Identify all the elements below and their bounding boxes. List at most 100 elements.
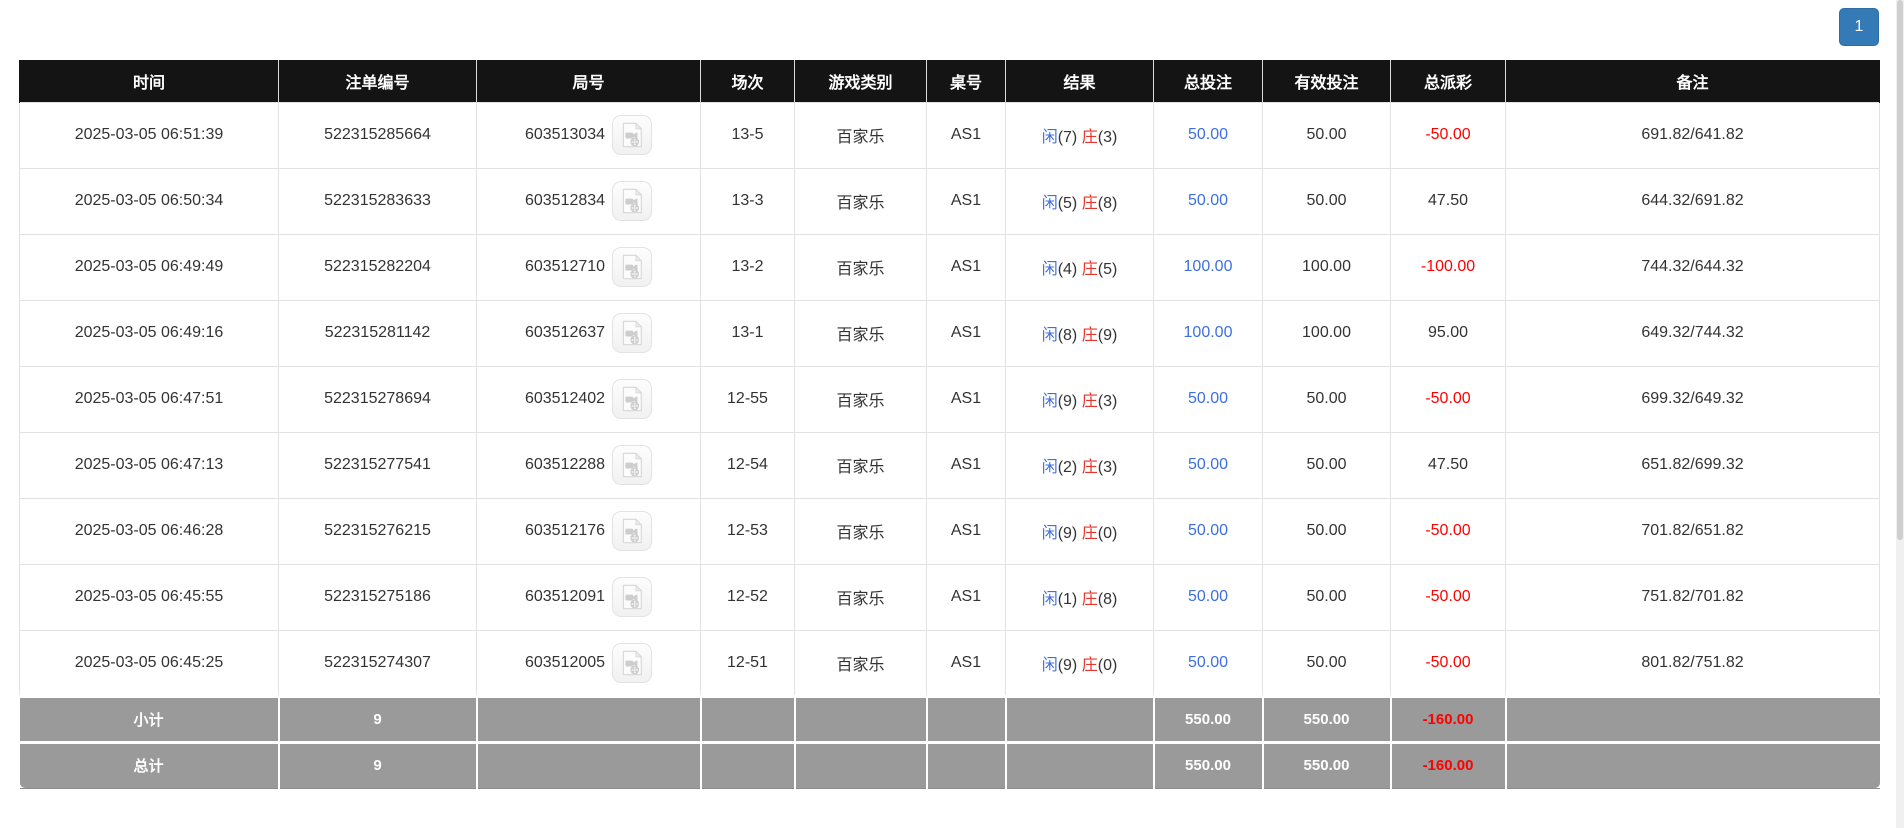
total-total-bet: 550.00 [1152,740,1263,789]
video-replay-button[interactable] [612,642,653,683]
result-cell: 闲(4) 庄(5) [1005,233,1154,301]
time-cell: 2025-03-05 06:45:25 [19,629,279,697]
game-type-cell: 百家乐 [794,233,927,301]
total-label: 总计 [19,740,279,789]
total-bet-cell: 50.00 [1153,365,1263,433]
game-type-cell: 百家乐 [794,167,927,235]
col-header-time: 时间 [19,60,279,102]
video-file-icon [622,452,643,478]
table-row: 2025-03-05 06:49:49 522315282204 6035127… [19,233,1880,301]
header-row: 时间 注单编号 局号 场次 游戏类别 桌号 结果 总投注 有效投注 总派彩 备注 [19,60,1880,102]
total-bet-link[interactable]: 50.00 [1187,588,1229,605]
col-header-round-no: 局号 [476,60,701,102]
table-no-cell: AS1 [926,299,1006,367]
bet-id-cell: 522315283633 [278,167,477,235]
vertical-scrollbar[interactable] [1896,0,1904,828]
table-row: 2025-03-05 06:47:51 522315278694 6035124… [19,365,1880,433]
valid-bet-cell: 50.00 [1262,167,1391,235]
table-no-cell: AS1 [926,167,1006,235]
total-bet-link[interactable]: 50.00 [1187,126,1229,143]
total-payout: -160.00 [1389,740,1506,789]
total-bet-link[interactable]: 50.00 [1187,522,1229,539]
table-no-cell: AS1 [926,101,1006,169]
col-header-table-no: 桌号 [926,60,1006,102]
bet-id-cell: 522315277541 [278,431,477,499]
session-cell: 12-54 [700,431,795,499]
total-bet-cell: 100.00 [1153,233,1263,301]
round-number: 603512637 [524,324,606,341]
banker-result-label: 庄 [1081,261,1098,278]
video-replay-button[interactable] [612,511,653,551]
player-result-score: (4) [1057,261,1078,278]
banker-result-score: (0) [1097,525,1118,542]
video-replay-button[interactable] [612,181,653,221]
remark-cell: 701.82/651.82 [1505,497,1880,565]
subtotal-total-bet: 550.00 [1152,694,1263,742]
total-bet-cell: 50.00 [1153,431,1263,499]
bet-records-table-wrap: 时间 注单编号 局号 场次 游戏类别 桌号 结果 总投注 有效投注 总派彩 备注… [19,60,1880,789]
video-file-icon [622,320,643,346]
game-type-cell: 百家乐 [794,365,927,433]
round-number: 603512834 [524,192,606,209]
total-bet-link[interactable]: 100.00 [1183,324,1233,341]
valid-bet-cell: 50.00 [1262,101,1391,169]
video-file-icon [622,254,643,280]
col-header-game-type: 游戏类别 [794,60,927,102]
video-replay-button[interactable] [612,379,653,419]
remark-cell: 751.82/701.82 [1505,563,1880,631]
player-result-label: 闲 [1041,195,1058,212]
session-cell: 12-53 [700,497,795,565]
table-row: 2025-03-05 06:50:34 522315283633 6035128… [19,167,1880,235]
total-valid-bet: 550.00 [1261,740,1391,789]
banker-result-score: (3) [1097,129,1118,146]
round-cell: 603513034 [476,101,701,169]
total-bet-cell: 50.00 [1153,629,1263,697]
player-result-label: 闲 [1041,129,1058,146]
session-cell: 12-52 [700,563,795,631]
remark-cell: 691.82/641.82 [1505,101,1880,169]
result-cell: 闲(9) 庄(0) [1005,497,1154,565]
total-bet-cell: 50.00 [1153,167,1263,235]
game-type-cell: 百家乐 [794,299,927,367]
total-bet-cell: 50.00 [1153,497,1263,565]
video-replay-button[interactable] [612,247,653,287]
result-cell: 闲(9) 庄(3) [1005,365,1154,433]
remark-cell: 644.32/691.82 [1505,167,1880,235]
col-header-session: 场次 [700,60,795,102]
bet-id-cell: 522315285664 [278,101,477,169]
pagination-page-1-button[interactable]: 1 [1839,8,1879,46]
table-no-cell: AS1 [926,497,1006,565]
banker-result-label: 庄 [1081,459,1098,476]
valid-bet-cell: 50.00 [1262,563,1391,631]
video-file-icon [622,649,643,675]
time-cell: 2025-03-05 06:50:34 [19,167,279,235]
video-replay-button[interactable] [612,577,653,617]
scrollbar-thumb[interactable] [1897,0,1903,540]
subtotal-row: 小计 9 550.00 550.00 -160.00 [19,694,1880,742]
round-cell: 603512288 [476,431,701,499]
video-file-icon [622,518,643,544]
total-bet-link[interactable]: 100.00 [1183,258,1233,275]
table-row: 2025-03-05 06:47:13 522315277541 6035122… [19,431,1880,499]
banker-result-label: 庄 [1081,393,1098,410]
total-bet-link[interactable]: 50.00 [1187,456,1229,473]
bet-records-table: 时间 注单编号 局号 场次 游戏类别 桌号 结果 总投注 有效投注 总派彩 备注… [19,60,1880,789]
session-cell: 13-5 [700,101,795,169]
video-replay-button[interactable] [612,115,653,155]
player-result-label: 闲 [1041,591,1058,608]
video-replay-button[interactable] [612,445,653,485]
total-bet-link[interactable]: 50.00 [1187,390,1229,407]
session-cell: 13-2 [700,233,795,301]
banker-result-score: (5) [1097,261,1118,278]
valid-bet-cell: 100.00 [1262,233,1391,301]
total-bet-link[interactable]: 50.00 [1187,192,1229,209]
payout-cell: 47.50 [1390,167,1506,235]
bet-id-cell: 522315281142 [278,299,477,367]
result-cell: 闲(1) 庄(8) [1005,563,1154,631]
session-cell: 13-1 [700,299,795,367]
total-bet-link[interactable]: 50.00 [1187,653,1229,671]
col-header-bet-id: 注单编号 [278,60,477,102]
result-cell: 闲(9) 庄(0) [1005,629,1154,697]
subtotal-valid-bet: 550.00 [1261,694,1391,742]
video-replay-button[interactable] [612,313,653,353]
